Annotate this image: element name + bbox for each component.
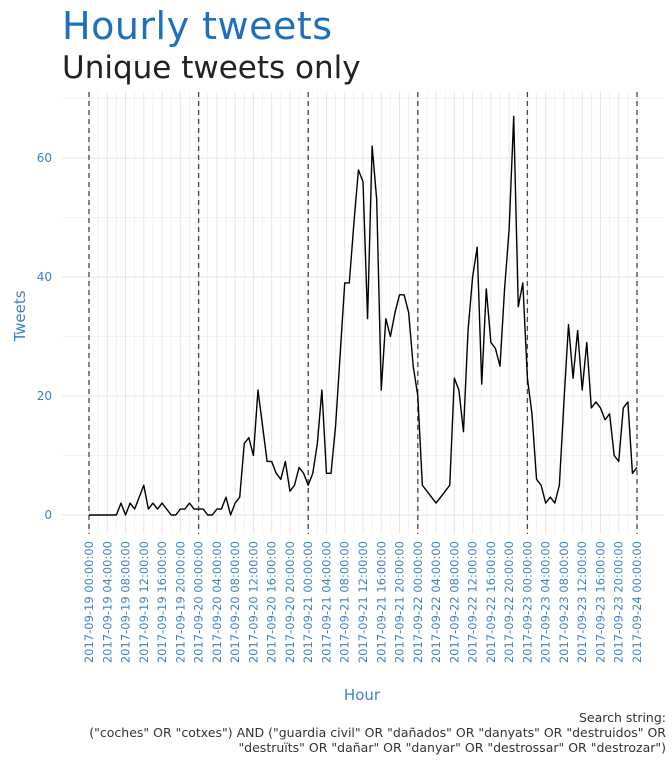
series-layer [89, 115, 638, 516]
y-tick-label: 60 [37, 151, 52, 165]
x-tick-label: 2017-09-22 12:00:00 [466, 541, 480, 663]
caption-line: Search string: [578, 710, 666, 725]
x-tick-label: 2017-09-24 00:00:00 [630, 541, 644, 663]
x-tick-label: 2017-09-20 16:00:00 [265, 541, 279, 663]
search-string-caption: Search string: ("coches" OR "cotxes") AN… [26, 710, 666, 755]
y-axis-ticks: 0 20 40 60 [37, 151, 52, 522]
caption-line: ("coches" OR "cotxes") AND ("guardia civ… [89, 725, 666, 740]
x-tick-label: 2017-09-19 20:00:00 [173, 541, 187, 663]
y-axis-label: Tweets [11, 290, 29, 342]
x-tick-label: 2017-09-19 08:00:00 [119, 541, 133, 663]
x-tick-label: 2017-09-20 20:00:00 [283, 541, 297, 663]
x-tick-label: 2017-09-20 04:00:00 [210, 541, 224, 663]
x-tick-label: 2017-09-21 04:00:00 [319, 541, 333, 663]
x-axis-label: Hour [344, 686, 381, 704]
x-tick-label: 2017-09-20 08:00:00 [228, 541, 242, 663]
x-tick-label: 2017-09-21 16:00:00 [374, 541, 388, 663]
x-tick-label: 2017-09-21 20:00:00 [393, 541, 407, 663]
caption-line: "destruïts" OR "dañar" OR "danyar" OR "d… [238, 740, 666, 755]
x-tick-label: 2017-09-23 20:00:00 [612, 541, 626, 663]
x-tick-label: 2017-09-23 04:00:00 [539, 541, 553, 663]
chart-title: Hourly tweets [62, 4, 333, 48]
x-tick-label: 2017-09-21 00:00:00 [301, 541, 315, 663]
tweets-series-line [89, 115, 638, 516]
x-tick-label: 2017-09-23 12:00:00 [575, 541, 589, 663]
x-tick-label: 2017-09-19 16:00:00 [155, 541, 169, 663]
x-tick-label: 2017-09-19 04:00:00 [100, 541, 114, 663]
x-tick-label: 2017-09-23 08:00:00 [557, 541, 571, 663]
x-tick-label: 2017-09-21 08:00:00 [338, 541, 352, 663]
x-tick-label: 2017-09-19 00:00:00 [82, 541, 96, 663]
grid-lines [62, 92, 664, 534]
day-marker-lines [88, 92, 638, 534]
x-tick-label: 2017-09-22 04:00:00 [429, 541, 443, 663]
y-tick-label: 20 [37, 389, 52, 403]
x-tick-label: 2017-09-20 12:00:00 [246, 541, 260, 663]
y-tick-label: 40 [37, 270, 52, 284]
x-tick-label: 2017-09-20 00:00:00 [192, 541, 206, 663]
y-tick-label: 0 [44, 508, 52, 522]
x-tick-label: 2017-09-23 00:00:00 [520, 541, 534, 663]
x-tick-label: 2017-09-22 08:00:00 [447, 541, 461, 663]
x-tick-label: 2017-09-22 20:00:00 [502, 541, 516, 663]
x-tick-label: 2017-09-22 16:00:00 [484, 541, 498, 663]
chart-subtitle: Unique tweets only [62, 50, 361, 86]
x-tick-label: 2017-09-19 12:00:00 [137, 541, 151, 663]
x-tick-label: 2017-09-21 12:00:00 [356, 541, 370, 663]
x-axis-ticks: 2017-09-19 00:00:00 2017-09-19 04:00:00 20… [82, 541, 644, 663]
x-tick-label: 2017-09-22 00:00:00 [411, 541, 425, 663]
x-tick-label: 2017-09-23 16:00:00 [593, 541, 607, 663]
